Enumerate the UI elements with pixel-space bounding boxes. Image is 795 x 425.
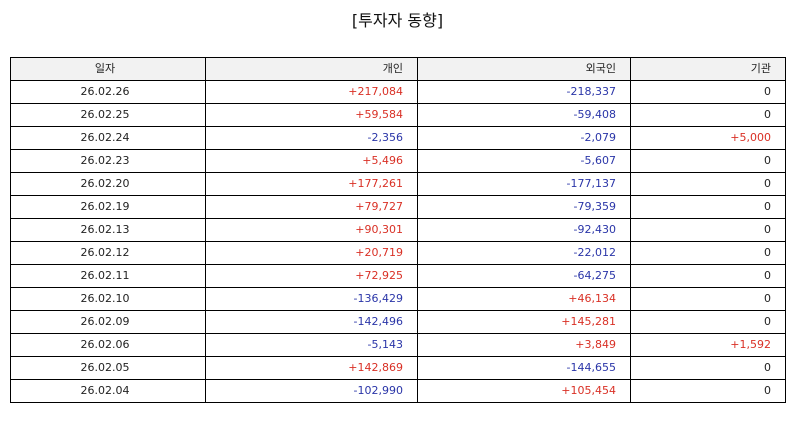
institution-cell: 0: [630, 172, 786, 196]
foreign-cell: -59,408: [417, 103, 631, 127]
date-cell: 26.02.11: [10, 264, 206, 288]
table-row: 26.02.10 -136,429 +46,134 0: [10, 287, 786, 311]
date-cell: 26.02.13: [10, 218, 206, 242]
foreign-cell: -22,012: [417, 241, 631, 265]
table-row: 26.02.26 +217,084 -218,337 0: [10, 80, 786, 104]
table-row: 26.02.04 -102,990 +105,454 0: [10, 379, 786, 403]
institution-cell: +5,000: [630, 126, 786, 150]
individual-cell: -2,356: [205, 126, 418, 150]
individual-cell: +5,496: [205, 149, 418, 173]
foreign-cell: -218,337: [417, 80, 631, 104]
date-cell: 26.02.05: [10, 356, 206, 380]
institution-cell: 0: [630, 287, 786, 311]
individual-cell: +142,869: [205, 356, 418, 380]
foreign-cell: +105,454: [417, 379, 631, 403]
date-cell: 26.02.10: [10, 287, 206, 311]
foreign-cell: -5,607: [417, 149, 631, 173]
foreign-cell: -79,359: [417, 195, 631, 219]
individual-cell: -5,143: [205, 333, 418, 357]
institution-cell: 0: [630, 379, 786, 403]
table-row: 26.02.06 -5,143 +3,849 +1,592: [10, 333, 786, 357]
individual-cell: -142,496: [205, 310, 418, 334]
header-date: 일자: [10, 57, 206, 81]
institution-cell: 0: [630, 241, 786, 265]
date-cell: 26.02.19: [10, 195, 206, 219]
table-row: 26.02.24 -2,356 -2,079 +5,000: [10, 126, 786, 150]
table-header-row: 일자 개인 외국인 기관: [10, 57, 786, 81]
table-row: 26.02.12 +20,719 -22,012 0: [10, 241, 786, 265]
foreign-cell: -92,430: [417, 218, 631, 242]
individual-cell: +20,719: [205, 241, 418, 265]
individual-cell: -102,990: [205, 379, 418, 403]
date-cell: 26.02.20: [10, 172, 206, 196]
date-cell: 26.02.26: [10, 80, 206, 104]
institution-cell: 0: [630, 103, 786, 127]
date-cell: 26.02.23: [10, 149, 206, 173]
investor-trend-table: 일자 개인 외국인 기관 26.02.26 +217,084 -218,337 0 26…: [10, 57, 786, 403]
foreign-cell: +3,849: [417, 333, 631, 357]
header-institution: 기관: [630, 57, 786, 81]
institution-cell: 0: [630, 195, 786, 219]
individual-cell: +177,261: [205, 172, 418, 196]
individual-cell: +79,727: [205, 195, 418, 219]
institution-cell: 0: [630, 80, 786, 104]
individual-cell: +59,584: [205, 103, 418, 127]
table-row: 26.02.20 +177,261 -177,137 0: [10, 172, 786, 196]
institution-cell: 0: [630, 310, 786, 334]
foreign-cell: -2,079: [417, 126, 631, 150]
institution-cell: 0: [630, 264, 786, 288]
institution-cell: 0: [630, 218, 786, 242]
institution-cell: 0: [630, 356, 786, 380]
institution-cell: 0: [630, 149, 786, 173]
table-row: 26.02.13 +90,301 -92,430 0: [10, 218, 786, 242]
header-foreign: 외국인: [417, 57, 631, 81]
foreign-cell: -64,275: [417, 264, 631, 288]
foreign-cell: +46,134: [417, 287, 631, 311]
foreign-cell: -144,655: [417, 356, 631, 380]
table-row: 26.02.25 +59,584 -59,408 0: [10, 103, 786, 127]
date-cell: 26.02.04: [10, 379, 206, 403]
table-row: 26.02.11 +72,925 -64,275 0: [10, 264, 786, 288]
foreign-cell: +145,281: [417, 310, 631, 334]
foreign-cell: -177,137: [417, 172, 631, 196]
header-individual: 개인: [205, 57, 418, 81]
individual-cell: +90,301: [205, 218, 418, 242]
table-row: 26.02.19 +79,727 -79,359 0: [10, 195, 786, 219]
individual-cell: +217,084: [205, 80, 418, 104]
date-cell: 26.02.25: [10, 103, 206, 127]
individual-cell: -136,429: [205, 287, 418, 311]
table-row: 26.02.05 +142,869 -144,655 0: [10, 356, 786, 380]
table-row: 26.02.23 +5,496 -5,607 0: [10, 149, 786, 173]
date-cell: 26.02.24: [10, 126, 206, 150]
institution-cell: +1,592: [630, 333, 786, 357]
date-cell: 26.02.09: [10, 310, 206, 334]
page-title: [투자자 동향]: [351, 11, 444, 30]
individual-cell: +72,925: [205, 264, 418, 288]
date-cell: 26.02.12: [10, 241, 206, 265]
table-row: 26.02.09 -142,496 +145,281 0: [10, 310, 786, 334]
date-cell: 26.02.06: [10, 333, 206, 357]
